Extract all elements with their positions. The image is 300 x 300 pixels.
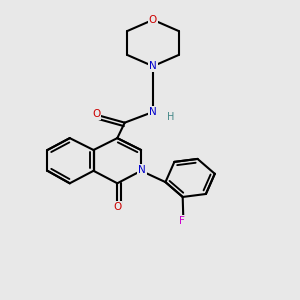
Text: O: O: [149, 15, 157, 25]
Text: O: O: [92, 109, 101, 119]
Text: N: N: [149, 61, 157, 71]
Text: N: N: [149, 107, 157, 117]
Text: O: O: [113, 202, 122, 212]
Text: H: H: [167, 112, 174, 122]
Text: N: N: [138, 165, 146, 175]
Text: F: F: [179, 216, 185, 226]
